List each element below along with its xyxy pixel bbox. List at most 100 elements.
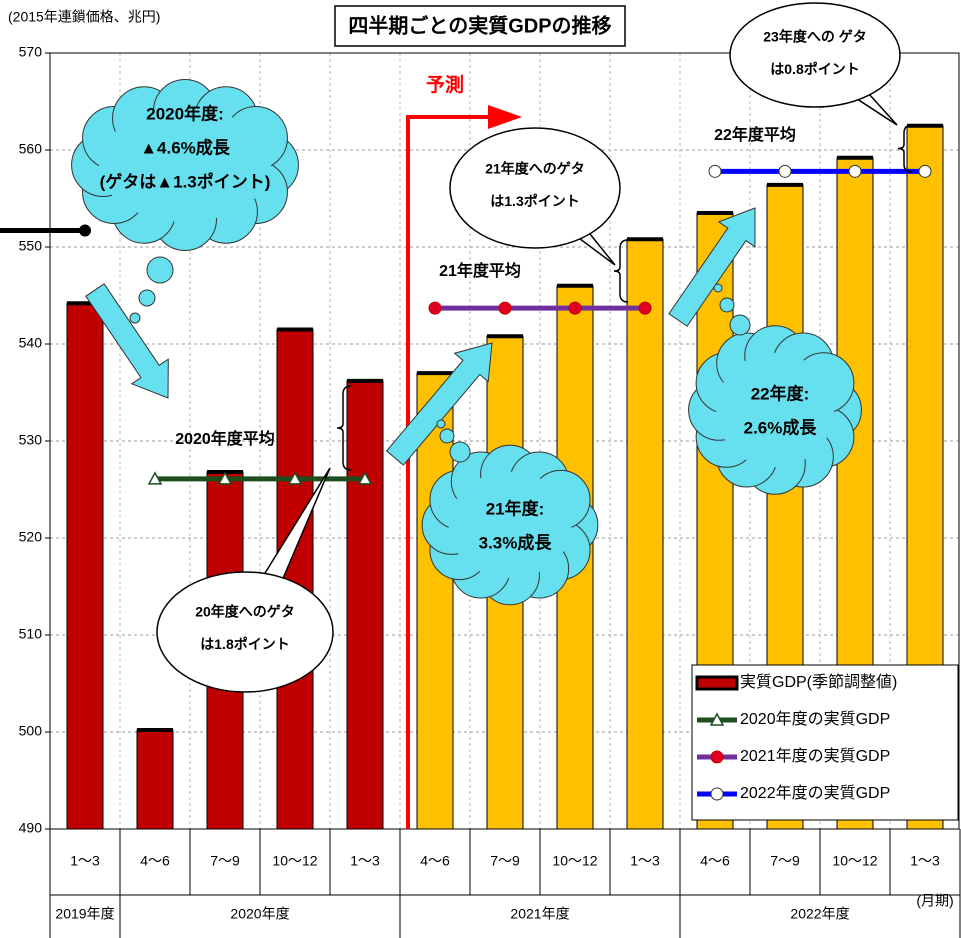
chart-title: 四半期ごとの実質GDPの推移 [348,13,611,37]
cloud-dot [129,312,141,324]
marker [147,471,163,485]
marker [709,712,725,726]
x-tick-label: 4～6 [420,853,450,869]
cloud [688,325,862,495]
average-label: 21年度平均 [439,261,521,280]
marker [287,471,303,485]
annotation-text: ▲4.6%成長 [140,137,231,157]
cloud-dot [719,297,735,313]
fiscal-year-label: 2019年度 [55,906,114,922]
y-tick-label: 490 [19,820,43,836]
marker [918,164,932,178]
annotation-text: は1.3ポイント [490,193,579,209]
legend-label: 2021年度の実質GDP [740,747,890,765]
x-tick-label: 7～9 [770,853,800,869]
cloud-dot [729,314,751,336]
x-tick-label: 1～3 [910,853,940,869]
fiscal-year-label: 2021年度 [510,906,569,922]
x-tick-label: 7～9 [490,853,520,869]
y-axis-label: (2015年連鎖価格、兆円) [8,9,160,25]
bubble-cover [731,4,899,106]
forecast-arrow [488,105,522,129]
y-tick-label: 510 [19,626,43,642]
cloud [71,79,299,251]
x-tick-label: 10～12 [832,853,877,869]
cloud-dot [449,441,471,463]
x-tick-label: 10～12 [272,853,317,869]
y-tick-label: 570 [19,44,43,60]
marker [848,164,862,178]
bubble-cover [158,573,332,691]
bar [136,729,174,830]
legend-label: 2022年度の実質GDP [740,784,890,802]
brace [336,385,352,471]
arrow [85,283,169,399]
arrow [385,342,493,466]
annotation-text: は1.8ポイント [200,636,289,652]
y-tick-label: 530 [19,432,43,448]
cloud-body [715,353,835,467]
marker [79,224,91,237]
annotation-text: 21年度: [486,498,545,518]
x-tick-label: 4～6 [140,853,170,869]
annotation-text: 2020年度: [146,103,223,123]
marker [357,471,373,485]
legend-label: 2020年度の実質GDP [740,710,890,728]
cloud-dot [713,283,723,293]
annotation-text: 22年度: [751,383,810,403]
y-tick-label: 500 [19,723,43,739]
fiscal-year-label: 2022年度 [790,906,849,922]
annotation-text: 21年度へのゲタ [485,161,585,177]
x-tick-label: 4～6 [700,853,730,869]
x-tick-label: 1～3 [630,853,660,869]
marker [638,301,652,315]
bubble-cover [451,129,619,247]
title-box [334,5,626,47]
legend-label: 実質GDP(季節調整値) [740,673,897,691]
bar [346,380,384,830]
average-label: 2020年度平均 [175,429,275,448]
bar [66,302,104,830]
average-label: 22年度平均 [714,125,796,144]
fiscal-year-label: 2020年度 [230,906,289,922]
marker [217,471,233,485]
marker [708,164,722,178]
y-tick-label: 520 [19,529,43,545]
marker [428,301,442,315]
annotation-text: 2.6%成長 [744,417,818,437]
annotation-text: 23年度への ゲタ [763,29,866,45]
x-tick-label: 1～3 [70,853,100,869]
marker [710,750,724,764]
annotation-text: (ゲタは▲1.3ポイント) [100,171,271,191]
marker [778,164,792,178]
x-tick-label: 10～12 [552,853,597,869]
annotation-text: 20年度へのゲタ [195,604,295,620]
cloud-dot [138,289,156,307]
x-tick-label: 7～9 [210,853,240,869]
cloud-body [98,108,272,222]
y-tick-label: 550 [19,238,43,254]
forecast-label: 予測 [426,73,464,96]
x-tick-label: 1～3 [350,853,380,869]
cloud-body [448,471,572,579]
arrow [668,207,756,327]
legend-swatch [695,675,739,691]
marker [710,787,724,801]
brace [897,124,913,173]
cloud-dot [436,419,446,429]
y-tick-label: 560 [19,141,43,157]
cloud-dot [439,428,455,444]
annotation-text: は0.8ポイント [770,61,859,77]
x-axis-label: (月期) [916,893,953,909]
y-tick-label: 540 [19,335,43,351]
cloud [421,444,599,606]
marker [568,301,582,315]
bar [416,372,454,830]
annotation-text: 3.3%成長 [479,532,553,552]
marker [498,301,512,315]
forecast-line [406,115,490,829]
bar [626,238,664,830]
cloud-dot [146,256,174,284]
brace [613,239,629,303]
